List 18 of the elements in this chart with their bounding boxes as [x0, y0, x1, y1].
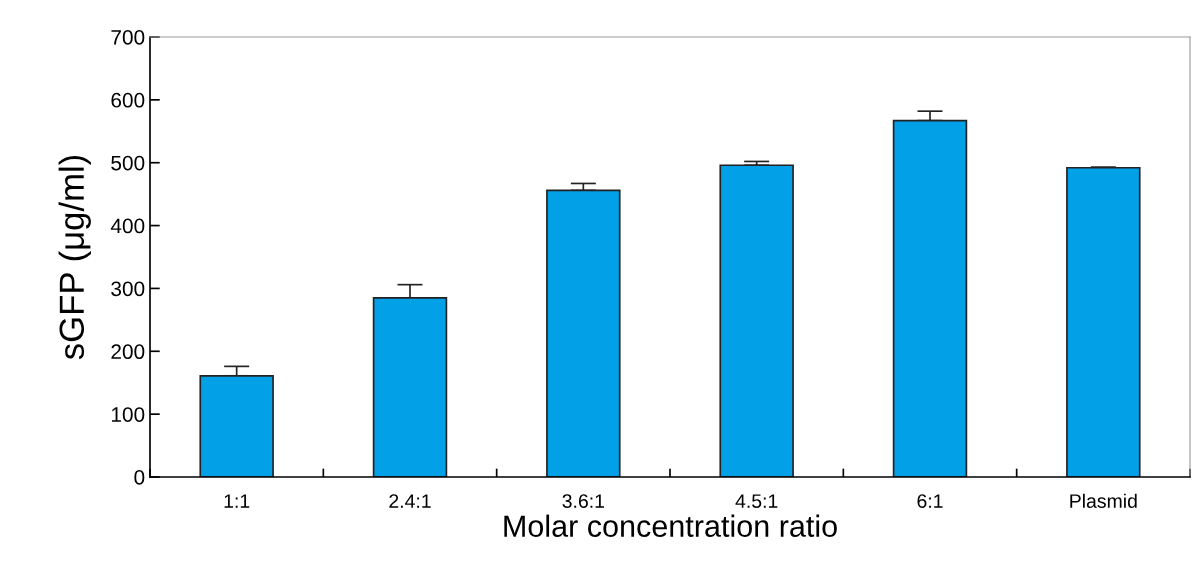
y-tick-label: 0: [134, 470, 145, 485]
y-tick-label: 400: [110, 218, 145, 234]
y-tick-label: 500: [111, 155, 145, 171]
x-tick-label: Plasmid: [1070, 493, 1137, 508]
y-tick-label: 700: [111, 30, 145, 45]
x-tick-label: 4.5:1: [735, 494, 778, 508]
bar: [1066, 166, 1141, 477]
y-axis-title: sGFP (μg/ml): [58, 155, 91, 360]
x-tick-label: 2.4:1: [389, 494, 431, 508]
x-axis-title: Molar concentration ratio: [504, 514, 837, 538]
y-tick-label: 600: [111, 92, 145, 108]
y-tick-label: 200: [111, 344, 145, 360]
bar: [719, 164, 794, 477]
x-tick-label: 3.6:1: [562, 494, 605, 508]
y-tick-label: 100: [111, 407, 145, 422]
x-tick-label: 1:1: [224, 494, 250, 508]
y-tick-label: 300: [111, 281, 145, 297]
x-tick-label: 6:1: [917, 494, 943, 508]
